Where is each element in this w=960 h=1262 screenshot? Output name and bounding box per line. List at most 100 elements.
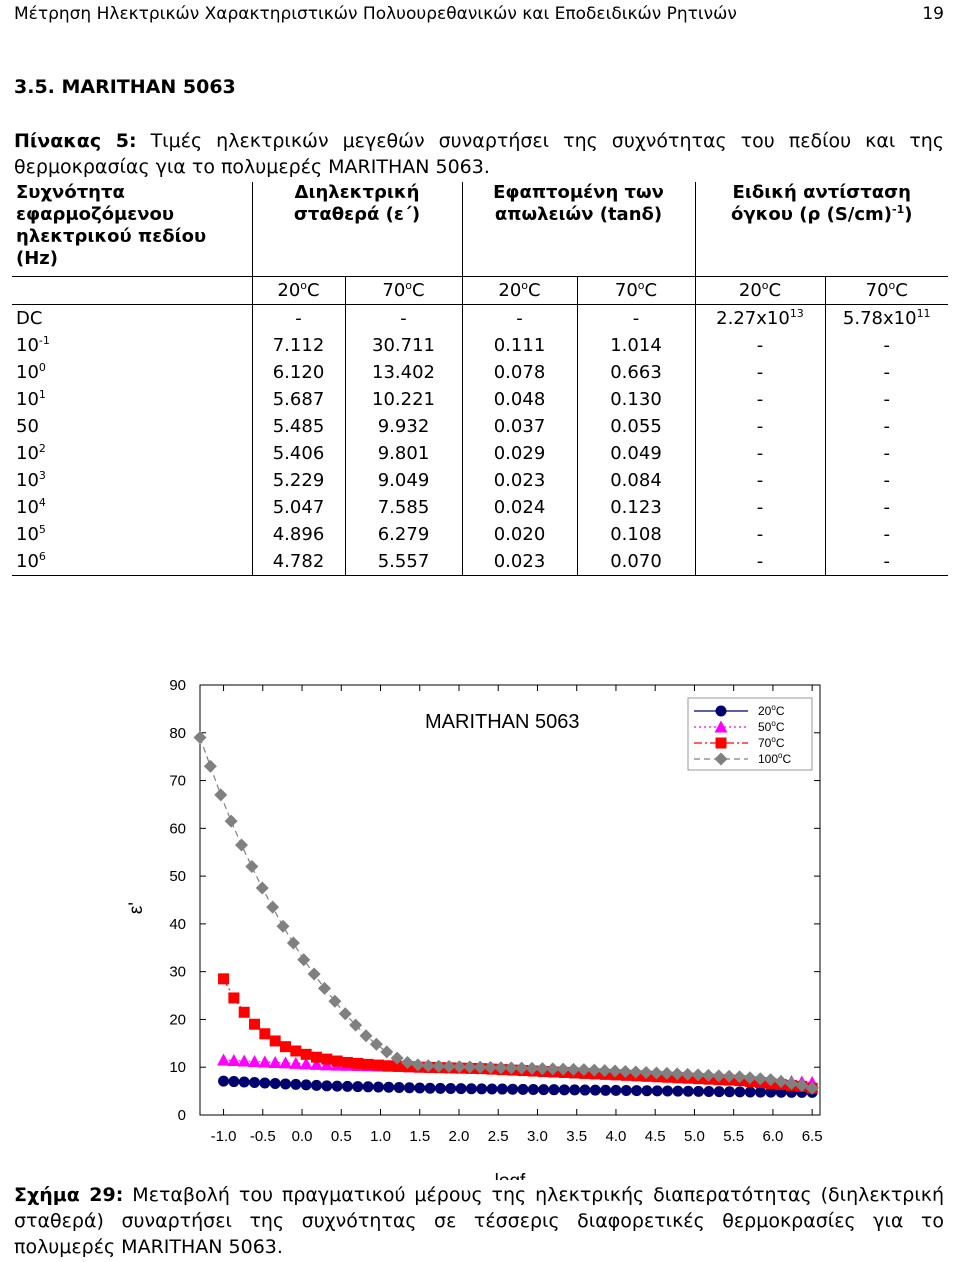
cell-value: 6.120 [272,362,325,383]
data-point [556,1062,570,1076]
data-point [693,1085,705,1097]
data-point [434,1082,446,1094]
cell-value: - [756,551,764,572]
data-point [734,1086,746,1098]
value-cell: 0.130 [576,386,695,413]
data-point [465,1083,477,1095]
legend-unit: C [776,704,785,718]
data-point [321,1053,333,1065]
data-point [269,1035,281,1047]
frequency-value: 10 [16,335,39,356]
data-point [338,1007,352,1021]
data-point [276,919,290,933]
data-point [724,1086,736,1098]
frequency-value: 10 [16,443,39,464]
cell-value: 0.024 [493,497,546,518]
cell-value: 5.485 [272,416,325,437]
data-point [321,1080,333,1092]
x-tick-label: 0.0 [292,1128,313,1145]
data-point [318,981,332,995]
value-cell: 9.049 [344,467,462,494]
value-cell: 5.485 [251,413,345,440]
data-point [535,1062,549,1076]
legend-unit: C [776,736,785,750]
data-point [567,1062,581,1076]
value-cell: 9.801 [344,440,462,467]
data-point [290,1078,302,1090]
cell-value: 5.229 [272,470,325,491]
value-cell: - [824,413,948,440]
data-point [525,1061,539,1075]
temperature-value: 20 [498,280,522,301]
data-point [214,788,228,802]
data-point [515,1061,529,1075]
data-point [390,1051,404,1065]
value-cell: - [694,467,825,494]
frequency-value: 10 [16,470,39,491]
value-cell: - [694,386,825,413]
value-cell: - [694,494,825,521]
value-cell: 4.782 [251,548,345,576]
cell-value: 0.123 [610,497,662,518]
y-tick-label: 90 [169,677,186,694]
plot-frame [199,684,821,1116]
x-tick-label: 4.5 [645,1128,666,1145]
cell-value: - [756,470,764,491]
data-point [660,1066,674,1080]
x-tick-label: 2.0 [449,1128,470,1145]
data-point [328,994,342,1008]
table-row: 102 5.406 9.801 0.029 0.049 - - [12,440,948,467]
data-point [620,1085,632,1097]
value-cell: 4.896 [251,521,345,548]
cell-value: - [883,470,891,491]
data-point [300,1048,312,1060]
y-tick-label: 30 [169,964,186,981]
value-cell: 7.112 [251,332,345,359]
data-point [463,1060,477,1074]
cell-value: 0.037 [493,416,546,437]
x-tick-label: 1.0 [370,1128,391,1145]
data-point [307,967,321,981]
cell-value: 7.112 [272,335,325,356]
value-cell: - [824,332,948,359]
data-point [587,1063,601,1077]
value-cell: - [694,359,825,386]
value-cell: 5.406 [251,440,345,467]
frequency-value-exponent: 2 [38,442,46,455]
y-tick-label: 50 [169,868,186,885]
data-point [403,1082,415,1094]
value-cell: - [824,440,948,467]
table-row: 50 5.485 9.932 0.037 0.055 - - [12,413,948,440]
data-point [228,992,240,1004]
data-point [248,1054,262,1067]
data-point [280,1078,292,1090]
cell-value: 2.27x10 [716,308,790,329]
data-point [795,1078,809,1092]
data-point [476,1083,488,1095]
temperature-cell: 70oC [576,276,695,305]
data-point [744,1086,756,1098]
data-point [662,1085,674,1097]
legend-marker [714,720,728,733]
x-tick-label: 4.0 [606,1128,627,1145]
cell-value: 4.782 [272,551,325,572]
table-row: DC - - - -2.27x1013 5.78x1011 [12,304,948,332]
frequency-value-exponent: -1 [38,334,50,347]
data-point [579,1084,591,1096]
value-cell: 0.023 [461,467,577,494]
data-point [269,1077,281,1089]
table-row: 106 4.782 5.557 0.023 0.070 - - [12,548,948,576]
legend-marker [715,737,727,749]
value-cell: 5.78x1011 [824,304,948,332]
frequency-value-exponent: 1 [38,388,46,401]
data-point [703,1085,715,1097]
cell-value: 9.932 [377,416,430,437]
column-header-text: ) [904,204,913,225]
temperature-value: 20 [277,280,301,301]
data-point [341,1080,353,1092]
data-point [598,1064,612,1078]
table-caption-text: Τιμές ηλεκτρικών μεγεθών συναρτήσει της … [14,130,944,178]
data-point [290,1045,302,1057]
cell-value: 5.557 [377,551,430,572]
x-tick-label: 0.5 [331,1128,352,1145]
